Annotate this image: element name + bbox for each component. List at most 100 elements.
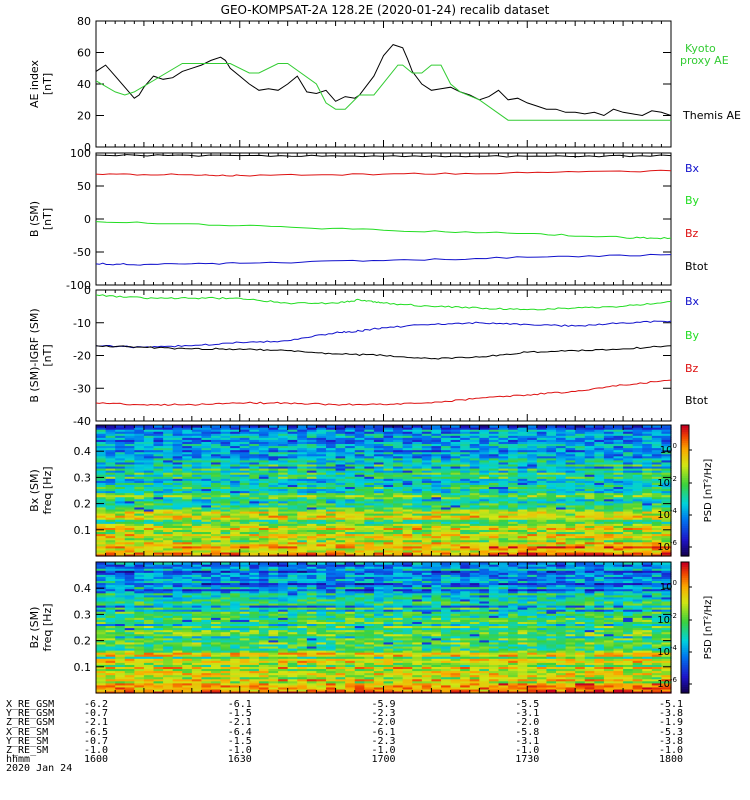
spectrogram-cell [565, 445, 576, 449]
spectrogram-cell [594, 435, 605, 438]
spectrogram-cell [297, 541, 308, 545]
spectrogram-cell [287, 676, 298, 680]
spectrogram-cell [498, 523, 509, 526]
spectrogram-cell [134, 535, 145, 539]
spectrogram-cell [546, 482, 557, 485]
spectrogram-cell [661, 504, 672, 508]
spectrogram-cell [441, 504, 452, 508]
spectrogram-cell [527, 680, 538, 684]
spectrogram-cell [412, 459, 423, 463]
spectrogram-cell [172, 506, 183, 510]
spectrogram-cell [105, 476, 116, 479]
spectrogram-cell [182, 463, 193, 467]
spectrogram-cell [651, 549, 663, 553]
spectrogram-cell [565, 523, 576, 526]
spectrogram-cell [661, 688, 672, 692]
spectrogram-cell [661, 506, 672, 510]
spectrogram-cell [105, 513, 116, 516]
spectrogram-cell [105, 453, 116, 457]
spectrogram-cell [316, 427, 327, 430]
spectrogram-cell [613, 684, 624, 688]
spectrogram-cell [488, 545, 500, 549]
spectrogram-cell [172, 688, 183, 692]
spectrogram-cell [306, 484, 318, 488]
spectrogram-cell [488, 515, 500, 518]
spectrogram-cell [421, 433, 433, 436]
spectrogram-cell [268, 439, 279, 442]
spectrogram-cell [354, 453, 365, 457]
spectrogram-cell [421, 506, 433, 510]
legend-item-bz: Bz [685, 227, 699, 240]
spectrogram-cell [153, 476, 164, 479]
spectrogram-cell [143, 510, 155, 514]
spectrogram-cell [201, 439, 212, 442]
spectrogram-cell [517, 500, 528, 504]
spectrogram-cell [575, 533, 586, 537]
spectrogram-cell [450, 523, 461, 526]
spectrogram-cell [402, 523, 413, 526]
spectrogram-cell [287, 537, 298, 541]
spectrogram-cell [594, 543, 605, 547]
colorbar-step [681, 553, 689, 557]
spectrogram-cell [211, 467, 222, 471]
spectrogram-cell [421, 494, 433, 498]
spectrogram-cell [287, 427, 298, 430]
spectrogram-cell [354, 523, 365, 526]
spectrogram-cell [431, 457, 442, 461]
spectrogram-cell [316, 553, 327, 557]
spectrogram-cell [498, 539, 509, 543]
spectrogram-cell [191, 549, 203, 553]
spectrogram-cell [153, 431, 164, 434]
spectrogram-cell [556, 506, 567, 510]
spectrogram-cell [201, 470, 212, 473]
spectrogram-cell [326, 525, 337, 528]
spectrogram-cell [268, 498, 279, 502]
spectrogram-cell [632, 439, 643, 442]
spectrogram-cell [230, 476, 241, 479]
spectrogram-cell [556, 443, 567, 447]
spectrogram-cell [603, 494, 615, 498]
spectrogram-cell [153, 674, 164, 678]
spectrogram-cell [326, 682, 337, 686]
spectrogram-cell [143, 429, 155, 432]
spectrogram-cell [584, 553, 595, 557]
spectrogram-cell [488, 533, 500, 537]
spectrogram-cell [115, 435, 126, 438]
spectrogram-cell [345, 455, 356, 459]
spectrogram-cell [651, 539, 663, 543]
spectrogram-cell [651, 686, 663, 690]
spectrogram-cell [575, 523, 586, 526]
spectrogram-cell [163, 680, 174, 684]
spectrogram-cell [632, 506, 643, 510]
spectrogram-cell [460, 445, 471, 449]
spectrogram-cell [565, 457, 576, 461]
spectrogram-cell [239, 486, 250, 490]
spectrogram-cell [623, 504, 634, 508]
spectrogram-cell [575, 463, 586, 467]
spectrogram-cell [258, 447, 270, 451]
spectrogram-cell [96, 451, 107, 455]
spectrogram-cell [412, 549, 423, 553]
spectrogram-cell [642, 451, 653, 455]
spectrogram-cell [345, 537, 356, 541]
spectrogram-cell [373, 476, 385, 479]
spectrogram-cell [297, 470, 308, 473]
spectrogram-cell [326, 490, 337, 494]
spectrogram-cell [335, 547, 346, 551]
spectrogram-cell [220, 459, 231, 463]
spectrogram-cell [421, 453, 433, 457]
spectrogram-cell [441, 525, 452, 528]
spectrogram-cell [105, 549, 116, 553]
spectrogram-cell [536, 455, 548, 459]
spectrogram-cell [306, 429, 318, 432]
spectrogram-cell [613, 470, 624, 473]
spectrogram-cell [249, 680, 260, 684]
spectrogram-cell [498, 453, 509, 457]
spectrogram-cell [488, 488, 500, 492]
spectrogram-cell [297, 549, 308, 553]
spectrogram-cell [258, 549, 270, 553]
spectrogram-cell [460, 678, 471, 682]
spectrogram-cell [124, 504, 135, 508]
spectrogram-cell [335, 472, 346, 475]
